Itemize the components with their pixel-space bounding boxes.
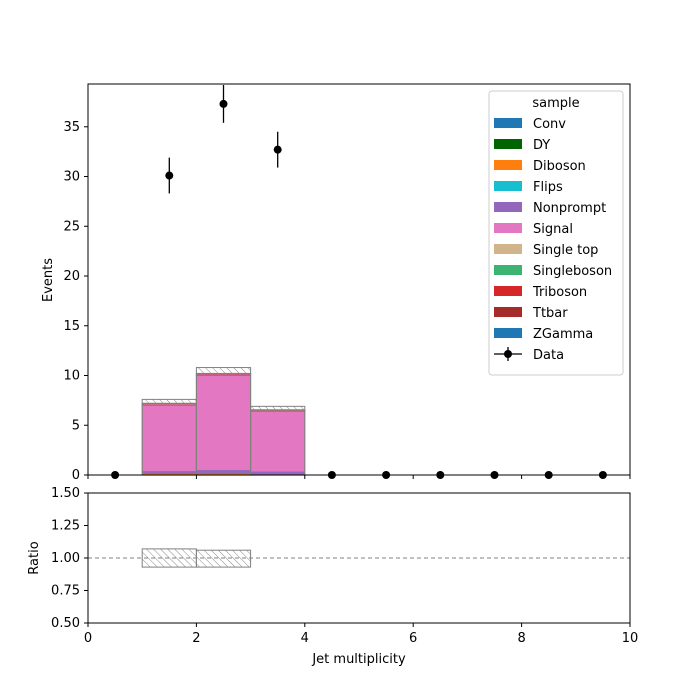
- legend-entry-label: Signal: [533, 222, 573, 237]
- legend-entry-label: DY: [533, 138, 550, 153]
- legend-swatch: [494, 265, 522, 275]
- legend-swatch: [494, 223, 522, 233]
- ratio-ytick-label: 1.00: [51, 551, 80, 566]
- ratio-ytick-label: 1.50: [51, 486, 80, 501]
- legend-entry-label: Conv: [533, 117, 566, 132]
- legend-entry-label: ZGamma: [533, 327, 593, 342]
- legend: sample Conv DY Diboson Flips Nonprompt Signal S…: [488, 90, 624, 376]
- x-axis-label: Jet multiplicity: [311, 652, 406, 667]
- legend-swatch: [494, 244, 522, 254]
- main-ytick-label: 35: [63, 120, 80, 135]
- ratio-uncertainty-band: [195, 549, 252, 568]
- legend-entry-label: Ttbar: [532, 306, 568, 321]
- xtick-label: 4: [301, 631, 309, 646]
- legend-data-marker: [504, 350, 512, 358]
- main-ytick-label: 10: [63, 369, 80, 384]
- ratio-ytick-label: 1.25: [51, 519, 80, 534]
- main-plot-frame: [87, 83, 631, 476]
- stack-bar: [142, 404, 197, 472]
- main-ytick-label: 25: [63, 219, 80, 234]
- legend-swatch: [494, 307, 522, 317]
- data-point: [219, 99, 228, 108]
- legend-entry-label: Single top: [533, 243, 598, 258]
- stack-bar: [250, 471, 305, 475]
- main-ytick-label: 20: [63, 269, 80, 284]
- ratio-ytick-label: 0.75: [51, 584, 80, 599]
- ratio-panel: 0.50 0.75 1.00 1.25 1.50 0 2 4 6 8 10: [51, 486, 638, 646]
- legend-title: sample: [532, 96, 579, 111]
- uncertainty-band: [250, 405, 306, 412]
- ratio-ytick-label: 0.50: [51, 616, 80, 631]
- data-point: [273, 145, 282, 154]
- ratio-ylabel: Ratio: [27, 541, 42, 574]
- xtick-label: 0: [84, 631, 92, 646]
- legend-entry-label: Nonprompt: [533, 201, 606, 216]
- stack-bar: [250, 410, 305, 472]
- xtick-label: 8: [517, 631, 525, 646]
- uncertainty-band: [195, 367, 252, 377]
- legend-swatch: [494, 328, 522, 338]
- stack-bar: [142, 471, 197, 475]
- legend-swatch: [494, 160, 522, 170]
- legend-swatch: [494, 202, 522, 212]
- main-panel: 0 5 10 15 20 25 30 35: [63, 83, 631, 483]
- legend-swatch: [494, 118, 522, 128]
- legend-swatch: [494, 181, 522, 191]
- uncertainty-band: [141, 398, 197, 406]
- legend-entry-label: Data: [533, 348, 564, 363]
- main-ytick-label: 15: [63, 319, 80, 334]
- legend-box: [488, 90, 624, 376]
- main-ytick-label: 30: [63, 170, 80, 185]
- xtick-label: 10: [622, 631, 639, 646]
- legend-swatch: [494, 139, 522, 149]
- main-ytick-label: 5: [72, 418, 80, 433]
- legend-entry-label: Diboson: [533, 159, 586, 174]
- main-ytick-label: 0: [72, 468, 80, 483]
- legend-entry-label: Triboson: [532, 285, 587, 300]
- legend-entry-label: Flips: [533, 180, 563, 195]
- stack-bar: [196, 470, 251, 475]
- main-ylabel: Events: [41, 258, 56, 302]
- xtick-label: 2: [192, 631, 200, 646]
- stack-bar: [196, 374, 251, 471]
- xtick-label: 6: [409, 631, 417, 646]
- data-point: [165, 171, 174, 180]
- legend-swatch: [494, 286, 522, 296]
- legend-entry-label: Singleboson: [533, 264, 612, 279]
